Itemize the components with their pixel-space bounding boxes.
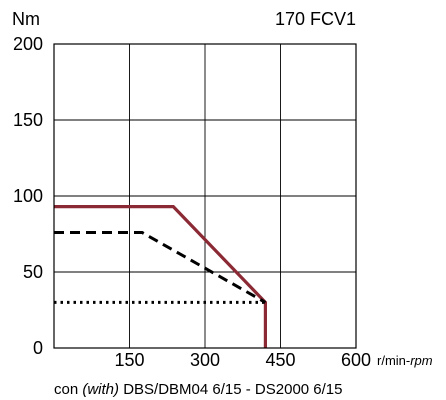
x-tick-label: 600 (341, 350, 371, 370)
series-lines (54, 205, 267, 348)
x-tick-label: 300 (190, 350, 220, 370)
chart-title: 170 FCV1 (275, 9, 356, 29)
chart-caption: con (with) DBS/DBM04 6/15 - DS2000 6/15 (54, 381, 343, 398)
caption-italic: (with) (82, 381, 119, 398)
x-axis-label-italic: rpm (410, 353, 433, 368)
y-tick-label: 150 (13, 110, 43, 130)
x-axis-label-plain: r/min- (377, 353, 410, 368)
y-tick-label: 50 (23, 262, 43, 282)
x-tick-label: 450 (265, 350, 295, 370)
caption-rest: DBS/DBM04 6/15 - DS2000 6/15 (119, 381, 342, 398)
series-line-solid (54, 205, 267, 348)
x-tick-label: 150 (114, 350, 144, 370)
y-tick-label: 0 (33, 338, 43, 358)
x-axis-label: r/min-rpm (377, 353, 433, 368)
y-tick-label: 100 (13, 186, 43, 206)
plot-frame (53, 43, 357, 349)
series-line-dashed (54, 231, 267, 304)
caption-prefix: con (54, 381, 82, 398)
tick-labels: 150 300 450 600 0 50 100 150 200 (13, 34, 371, 370)
y-tick-label: 200 (13, 34, 43, 54)
y-axis-label: Nm (12, 9, 40, 29)
grid-lines (54, 44, 356, 348)
